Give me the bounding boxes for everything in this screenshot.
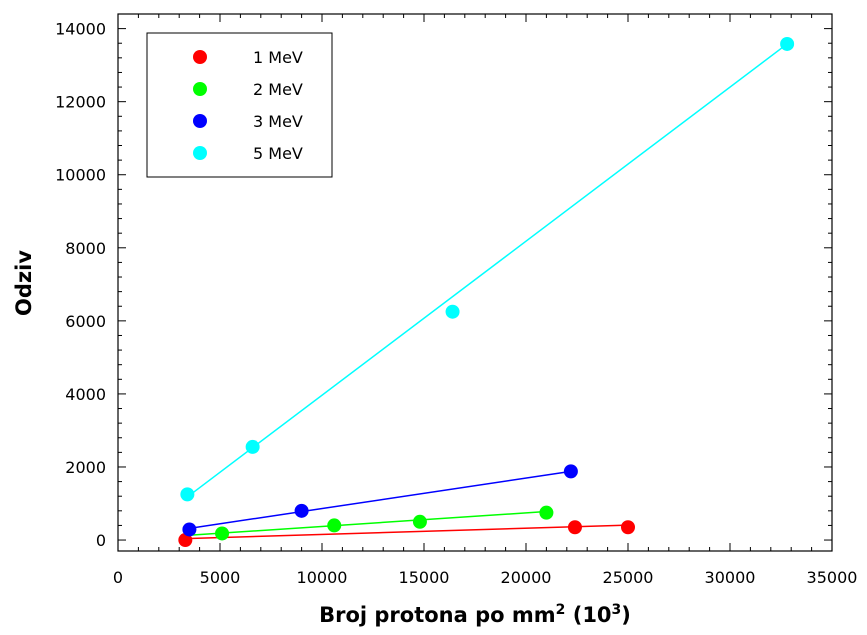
y-tick-label: 14000 bbox=[55, 20, 106, 39]
y-tick-label: 6000 bbox=[65, 312, 106, 331]
fit-line-1-mev bbox=[185, 524, 629, 540]
data-point-1-mev bbox=[178, 533, 193, 548]
plot-frame bbox=[117, 13, 833, 552]
x-tick-label: 35000 bbox=[807, 568, 858, 587]
fit-line-3-mev bbox=[189, 470, 571, 530]
data-point-2-mev bbox=[412, 514, 427, 529]
y-tick-label: 12000 bbox=[55, 93, 106, 112]
legend-marker-3-mev bbox=[193, 114, 207, 128]
legend-label-5-mev: 5 MeV bbox=[253, 144, 303, 163]
legend-label-2-mev: 2 MeV bbox=[253, 80, 303, 99]
y-tick-label: 2000 bbox=[65, 458, 106, 477]
axis-ticks bbox=[117, 13, 833, 551]
fit-lines bbox=[183, 43, 788, 540]
x-axis-title-suffix-sup: 3 bbox=[612, 602, 622, 618]
y-tick-label: 0 bbox=[96, 531, 106, 550]
data-point-2-mev bbox=[539, 505, 554, 520]
data-point-1-mev bbox=[621, 520, 635, 535]
legend-label-1-mev: 1 MeV bbox=[253, 48, 303, 67]
data-point-3-mev bbox=[563, 464, 578, 479]
legend-marker-2-mev bbox=[193, 82, 207, 96]
x-tick-labels: 0 5000 10000 15000 20000 25000 30000 35000 bbox=[113, 568, 858, 587]
data-point-5-mev bbox=[245, 439, 260, 454]
legend-marker-5-mev bbox=[193, 146, 207, 160]
x-axis-title-suffix: (10 bbox=[565, 603, 611, 627]
x-tick-label: 0 bbox=[113, 568, 123, 587]
x-tick-label: 20000 bbox=[501, 568, 552, 587]
fit-line-5-mev bbox=[186, 43, 788, 498]
legend: 1 MeV 2 MeV 3 MeV 5 MeV bbox=[146, 32, 333, 178]
x-tick-label: 25000 bbox=[603, 568, 654, 587]
x-tick-label: 30000 bbox=[705, 568, 756, 587]
y-tick-label: 10000 bbox=[55, 166, 106, 185]
data-point-1-mev bbox=[567, 520, 582, 535]
x-axis-title-end: ) bbox=[621, 603, 631, 627]
data-point-2-mev bbox=[215, 526, 230, 541]
x-axis-title-main: Broj protona po mm bbox=[319, 603, 556, 627]
x-tick-label: 10000 bbox=[297, 568, 348, 587]
data-point-3-mev bbox=[294, 503, 309, 518]
data-point-5-mev bbox=[780, 36, 795, 51]
data-point-2-mev bbox=[327, 518, 342, 533]
x-tick-label: 5000 bbox=[200, 568, 241, 587]
fit-line-2-mev bbox=[183, 510, 547, 537]
x-tick-label: 15000 bbox=[399, 568, 450, 587]
y-axis-title: Odziv bbox=[12, 250, 36, 316]
x-axis-title-sup: 2 bbox=[556, 602, 566, 618]
data-point-5-mev bbox=[445, 304, 460, 319]
legend-marker-1-mev bbox=[193, 50, 207, 64]
legend-items: 1 MeV 2 MeV 3 MeV 5 MeV bbox=[193, 48, 303, 163]
y-tick-label: 4000 bbox=[65, 385, 106, 404]
y-tick-label: 8000 bbox=[65, 239, 106, 258]
data-point-3-mev bbox=[182, 522, 197, 537]
legend-label-3-mev: 3 MeV bbox=[253, 112, 303, 131]
plot-area bbox=[117, 13, 833, 552]
y-tick-labels: 0 2000 4000 6000 8000 10000 12000 14000 bbox=[55, 20, 106, 550]
x-axis-title: Broj protona po mm2 (103) bbox=[319, 602, 631, 627]
legend-box bbox=[146, 32, 333, 178]
data-points bbox=[178, 36, 795, 548]
data-point-5-mev bbox=[180, 487, 195, 502]
